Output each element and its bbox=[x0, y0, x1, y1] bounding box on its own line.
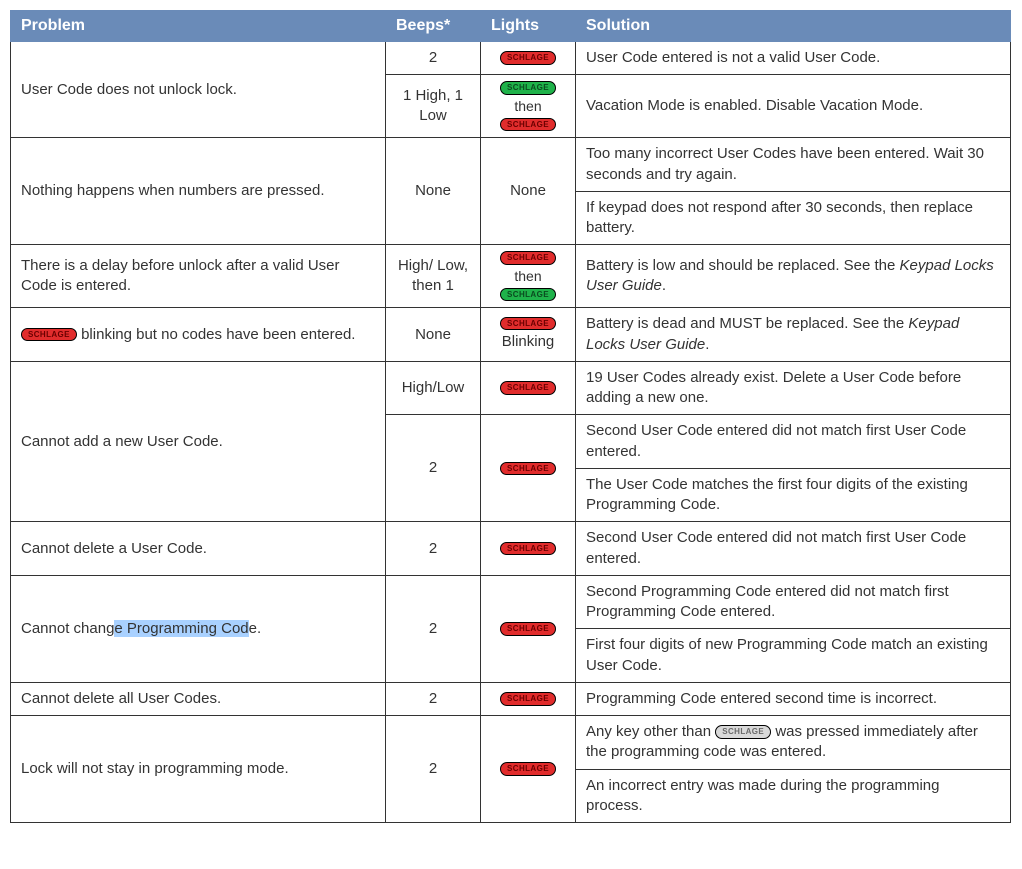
solution-cell: The User Code matches the first four dig… bbox=[576, 468, 1011, 522]
problem-text: Cannot chang bbox=[21, 620, 114, 637]
problem-text: blinking but no codes have been entered. bbox=[77, 326, 356, 343]
table-row: Cannot delete all User Codes. 2 SCHLAGE … bbox=[11, 682, 1011, 715]
beeps-cell: 2 bbox=[386, 42, 481, 75]
schlage-red-icon: SCHLAGE bbox=[500, 692, 556, 706]
blinking-label: Blinking bbox=[502, 332, 555, 352]
schlage-green-icon: SCHLAGE bbox=[500, 81, 556, 95]
beeps-cell: 2 bbox=[386, 682, 481, 715]
problem-cell: Cannot add a new User Code. bbox=[11, 361, 386, 522]
solution-cell: If keypad does not respond after 30 seco… bbox=[576, 191, 1011, 245]
schlage-red-icon: SCHLAGE bbox=[500, 542, 556, 556]
schlage-grey-icon: SCHLAGE bbox=[715, 725, 771, 739]
table-row: There is a delay before unlock after a v… bbox=[11, 245, 1011, 308]
solution-cell: Second Programming Code entered did not … bbox=[576, 575, 1011, 629]
problem-cell: Lock will not stay in programming mode. bbox=[11, 716, 386, 823]
lights-cell: None bbox=[481, 138, 576, 245]
highlighted-text: e Programming Cod bbox=[114, 620, 248, 637]
schlage-green-icon: SCHLAGE bbox=[500, 288, 556, 302]
table-row: User Code does not unlock lock. 2 SCHLAG… bbox=[11, 42, 1011, 75]
solution-cell: Second User Code entered did not match f… bbox=[576, 522, 1011, 576]
problem-cell: SCHLAGE blinking but no codes have been … bbox=[11, 308, 386, 362]
table-row: Cannot change Programming Code. 2 SCHLAG… bbox=[11, 575, 1011, 629]
solution-cell: Programming Code entered second time is … bbox=[576, 682, 1011, 715]
solution-cell: Too many incorrect User Codes have been … bbox=[576, 138, 1011, 192]
beeps-cell: High/ Low, then 1 bbox=[386, 245, 481, 308]
header-solution: Solution bbox=[576, 11, 1011, 42]
solution-text: Battery is low and should be replaced. S… bbox=[586, 257, 900, 274]
header-lights: Lights bbox=[481, 11, 576, 42]
lights-cell: SCHLAGE bbox=[481, 361, 576, 415]
solution-text: . bbox=[705, 336, 709, 353]
beeps-cell: None bbox=[386, 308, 481, 362]
lights-cell: SCHLAGE bbox=[481, 682, 576, 715]
lights-cell: SCHLAGE bbox=[481, 716, 576, 823]
table-row: Cannot add a new User Code. High/Low SCH… bbox=[11, 361, 1011, 415]
solution-cell: Vacation Mode is enabled. Disable Vacati… bbox=[576, 75, 1011, 138]
schlage-red-icon: SCHLAGE bbox=[500, 51, 556, 65]
header-beeps: Beeps* bbox=[386, 11, 481, 42]
solution-cell: First four digits of new Programming Cod… bbox=[576, 629, 1011, 683]
solution-text: Battery is dead and MUST be replaced. Se… bbox=[586, 315, 908, 332]
lights-cell: SCHLAGE Blinking bbox=[481, 308, 576, 362]
solution-cell: 19 User Codes already exist. Delete a Us… bbox=[576, 361, 1011, 415]
solution-text: Any key other than bbox=[586, 723, 715, 740]
solution-cell: Second User Code entered did not match f… bbox=[576, 415, 1011, 469]
table-row: Cannot delete a User Code. 2 SCHLAGE Sec… bbox=[11, 522, 1011, 576]
beeps-cell: None bbox=[386, 138, 481, 245]
beeps-cell: 1 High, 1 Low bbox=[386, 75, 481, 138]
lights-cell: SCHLAGE then SCHLAGE bbox=[481, 75, 576, 138]
solution-text: . bbox=[662, 277, 666, 294]
schlage-red-icon: SCHLAGE bbox=[500, 317, 556, 331]
schlage-red-icon: SCHLAGE bbox=[500, 251, 556, 265]
header-row: Problem Beeps* Lights Solution bbox=[11, 11, 1011, 42]
solution-cell: Any key other than SCHLAGE was pressed i… bbox=[576, 716, 1011, 770]
solution-cell: Battery is low and should be replaced. S… bbox=[576, 245, 1011, 308]
problem-cell: Cannot change Programming Code. bbox=[11, 575, 386, 682]
schlage-red-icon: SCHLAGE bbox=[500, 622, 556, 636]
problem-cell: There is a delay before unlock after a v… bbox=[11, 245, 386, 308]
solution-cell: An incorrect entry was made during the p… bbox=[576, 769, 1011, 823]
lights-cell: SCHLAGE then SCHLAGE bbox=[481, 245, 576, 308]
beeps-cell: 2 bbox=[386, 716, 481, 823]
schlage-red-icon: SCHLAGE bbox=[500, 118, 556, 132]
solution-cell: Battery is dead and MUST be replaced. Se… bbox=[576, 308, 1011, 362]
schlage-red-icon: SCHLAGE bbox=[500, 462, 556, 476]
then-label: then bbox=[514, 267, 541, 286]
beeps-cell: 2 bbox=[386, 415, 481, 522]
troubleshooting-table: Problem Beeps* Lights Solution User Code… bbox=[10, 10, 1011, 823]
problem-cell: Cannot delete all User Codes. bbox=[11, 682, 386, 715]
lights-cell: SCHLAGE bbox=[481, 415, 576, 522]
lights-cell: SCHLAGE bbox=[481, 42, 576, 75]
table-row: SCHLAGE blinking but no codes have been … bbox=[11, 308, 1011, 362]
beeps-cell: 2 bbox=[386, 522, 481, 576]
header-problem: Problem bbox=[11, 11, 386, 42]
beeps-cell: 2 bbox=[386, 575, 481, 682]
lights-cell: SCHLAGE bbox=[481, 575, 576, 682]
schlage-red-icon: SCHLAGE bbox=[500, 762, 556, 776]
table-row: Nothing happens when numbers are pressed… bbox=[11, 138, 1011, 192]
schlage-red-icon: SCHLAGE bbox=[21, 328, 77, 342]
problem-cell: Nothing happens when numbers are pressed… bbox=[11, 138, 386, 245]
then-label: then bbox=[514, 97, 541, 116]
solution-cell: User Code entered is not a valid User Co… bbox=[576, 42, 1011, 75]
schlage-red-icon: SCHLAGE bbox=[500, 381, 556, 395]
problem-text: e. bbox=[249, 620, 262, 637]
table-row: Lock will not stay in programming mode. … bbox=[11, 716, 1011, 770]
beeps-cell: High/Low bbox=[386, 361, 481, 415]
problem-cell: User Code does not unlock lock. bbox=[11, 42, 386, 138]
problem-cell: Cannot delete a User Code. bbox=[11, 522, 386, 576]
lights-cell: SCHLAGE bbox=[481, 522, 576, 576]
